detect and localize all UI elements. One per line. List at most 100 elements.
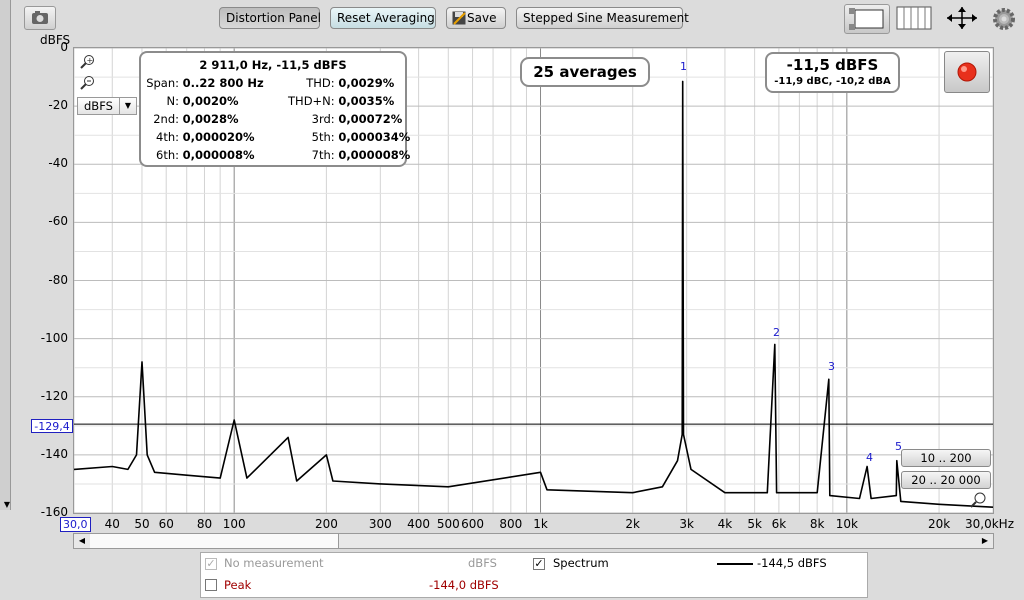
spectrum-value: -144,5 dBFS xyxy=(757,556,827,570)
harmonic-label-1: 1 xyxy=(680,60,687,73)
distortion-value: 0,0029% xyxy=(338,76,395,90)
distortion-value: 0,0020% xyxy=(182,94,239,108)
grid-icon[interactable] xyxy=(896,6,932,30)
y-tick-label: -40 xyxy=(48,156,68,171)
chevron-down-icon: ▼ xyxy=(119,98,136,114)
distortion-value: 0,000020% xyxy=(182,130,255,144)
left-scrollbar-arrow[interactable]: ▼ xyxy=(3,500,11,509)
x-tick-label: 300 xyxy=(368,517,392,531)
scroll-thumb[interactable] xyxy=(90,534,339,548)
zoom-corner-icon[interactable] xyxy=(970,491,988,509)
zoom-in-icon[interactable]: + xyxy=(80,54,96,70)
legend-panel: ✓ No measurement dBFS ✓ Spectrum -144,5 … xyxy=(200,552,868,598)
harmonic-label-4: 4 xyxy=(866,451,873,464)
distortion-label: N: xyxy=(166,94,179,108)
y-tick-label: -20 xyxy=(48,98,68,113)
zoom-out-icon[interactable] xyxy=(80,75,96,91)
x-tick-label: 6k xyxy=(771,517,787,531)
distortion-value: 0..22 800 Hz xyxy=(182,76,264,90)
spectrum-chart xyxy=(74,48,993,513)
y-tick-label: -60 xyxy=(48,214,68,229)
peak-label: Peak xyxy=(224,578,252,592)
unit-select-value: dBFS xyxy=(84,99,113,113)
x-tick-label: 3k xyxy=(679,517,694,531)
no-measurement-label: No measurement xyxy=(224,556,324,570)
distortion-row: 4th: 0,000020% 5th: 0,000034% xyxy=(141,130,410,144)
harmonic-label-3: 3 xyxy=(828,360,835,373)
distortion-row: 6th: 0,000008% 7th: 0,000008% xyxy=(141,148,410,162)
x-tick-label: 400 xyxy=(407,517,431,531)
svg-text:+: + xyxy=(87,56,94,65)
gear-icon[interactable] xyxy=(992,7,1016,31)
distortion-label: 3rd: xyxy=(311,112,335,126)
distortion-value: 0,000008% xyxy=(338,148,411,162)
x-tick-label: 5k xyxy=(747,517,762,531)
x-tick-label: 40 xyxy=(104,517,120,531)
x-tick-label: 30,0kHz xyxy=(965,517,1014,531)
y-tick-label: -160 xyxy=(40,505,68,519)
distortion-row: 2nd: 0,0028% 3rd: 0,00072% xyxy=(141,112,402,126)
distortion-label: THD+N: xyxy=(288,94,335,108)
level-sub: -11,9 dBC, -10,2 dBA xyxy=(774,76,891,87)
distortion-label: THD: xyxy=(306,76,335,90)
peak-checkbox[interactable] xyxy=(205,579,217,591)
scroll-right-arrow[interactable]: ▶ xyxy=(981,536,989,545)
x-tick-label: 80 xyxy=(196,517,213,531)
no-measurement-checkbox[interactable]: ✓ xyxy=(205,557,217,570)
y-tick-label: -120 xyxy=(40,388,68,403)
x-tick-label: 50 xyxy=(134,517,150,531)
harmonic-label-2: 2 xyxy=(773,326,780,339)
y-tick-label: -100 xyxy=(40,330,68,345)
record-button[interactable] xyxy=(944,51,990,93)
distortion-value: 0,000008% xyxy=(182,148,255,162)
distortion-panel: 2 911,0 Hz, -11,5 dBFS Span: 0..22 800 H… xyxy=(139,51,410,167)
y-tick-label: -80 xyxy=(48,272,68,287)
x-tick-label: 8k xyxy=(809,517,825,531)
distortion-label: Span: xyxy=(146,76,179,90)
distortion-row: Span: 0..22 800 Hz THD: 0,0029% xyxy=(141,76,394,90)
x-tick-label: 10k xyxy=(835,517,858,531)
spectrum-plot[interactable]: + dBFS ▼ 2 911,0 Hz, -11,5 dBFS Span: 0.… xyxy=(73,47,994,514)
spectrum-label: Spectrum xyxy=(553,556,609,570)
distortion-label: 4th: xyxy=(156,130,179,144)
x-tick-label: 600 xyxy=(461,517,484,531)
fit-axes-icon[interactable] xyxy=(944,5,980,31)
window-layout-icon[interactable] xyxy=(844,4,890,34)
left-side-strip xyxy=(0,0,11,510)
peak-value: -144,0 dBFS xyxy=(429,578,499,592)
x-tick-label: 500 xyxy=(436,517,460,531)
y-tick-label: 0 xyxy=(60,40,68,54)
x-tick-label: 60 xyxy=(158,517,174,531)
distortion-value: 0,00072% xyxy=(338,112,403,126)
camera-icon[interactable] xyxy=(24,6,56,30)
reset-averaging-button[interactable]: Reset Averaging xyxy=(330,7,436,29)
distortion-label: 5th: xyxy=(311,130,335,144)
x-tick-label: 100 xyxy=(222,517,246,531)
level-readout: -11,5 dBFS -11,9 dBC, -10,2 dBA xyxy=(765,52,900,93)
stepped-sine-button[interactable]: Stepped Sine Measurement xyxy=(516,7,689,29)
level-main: -11,5 dBFS xyxy=(786,56,879,74)
distortion-panel-button[interactable]: Distortion Panel xyxy=(219,7,321,29)
x-tick-label: 1k xyxy=(533,517,548,531)
harmonic-label-5: 5 xyxy=(895,440,902,453)
spectrum-line xyxy=(74,80,993,508)
spectrum-checkbox[interactable]: ✓ xyxy=(533,557,545,570)
save-label: Save xyxy=(467,11,497,25)
averages-label: 25 averages xyxy=(533,63,637,81)
spectrum-line-swatch xyxy=(717,563,753,565)
unit-select[interactable]: dBFS ▼ xyxy=(77,97,137,115)
no-measurement-unit: dBFS xyxy=(468,556,497,570)
save-icon xyxy=(452,11,466,25)
x-tick-label: 200 xyxy=(314,517,338,531)
distortion-value: 0,0035% xyxy=(338,94,395,108)
x-tick-label: 2k xyxy=(625,517,641,531)
scroll-left-arrow[interactable]: ◀ xyxy=(78,536,86,545)
range-10-200-button[interactable]: 10 .. 200 xyxy=(901,449,991,467)
cursor-level-box[interactable]: -129,4 xyxy=(31,419,73,433)
horizontal-scrollbar[interactable]: ◀ ▶ xyxy=(73,533,994,549)
save-button[interactable]: Save xyxy=(446,7,506,29)
x-tick-label: 800 xyxy=(499,517,523,531)
range-20-20000-button[interactable]: 20 .. 20 000 xyxy=(901,471,991,489)
distortion-label: 7th: xyxy=(311,148,335,162)
distortion-header: 2 911,0 Hz, -11,5 dBFS xyxy=(199,58,347,72)
